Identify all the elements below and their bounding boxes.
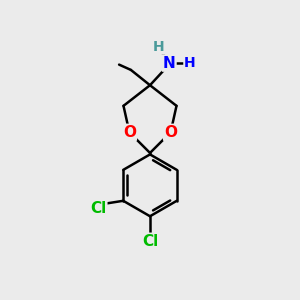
Text: O: O: [164, 125, 177, 140]
Text: Cl: Cl: [142, 234, 158, 249]
Text: H: H: [184, 56, 196, 70]
Text: Cl: Cl: [90, 201, 106, 216]
Text: O: O: [123, 125, 136, 140]
Text: H: H: [153, 40, 165, 54]
Text: N: N: [163, 56, 175, 70]
